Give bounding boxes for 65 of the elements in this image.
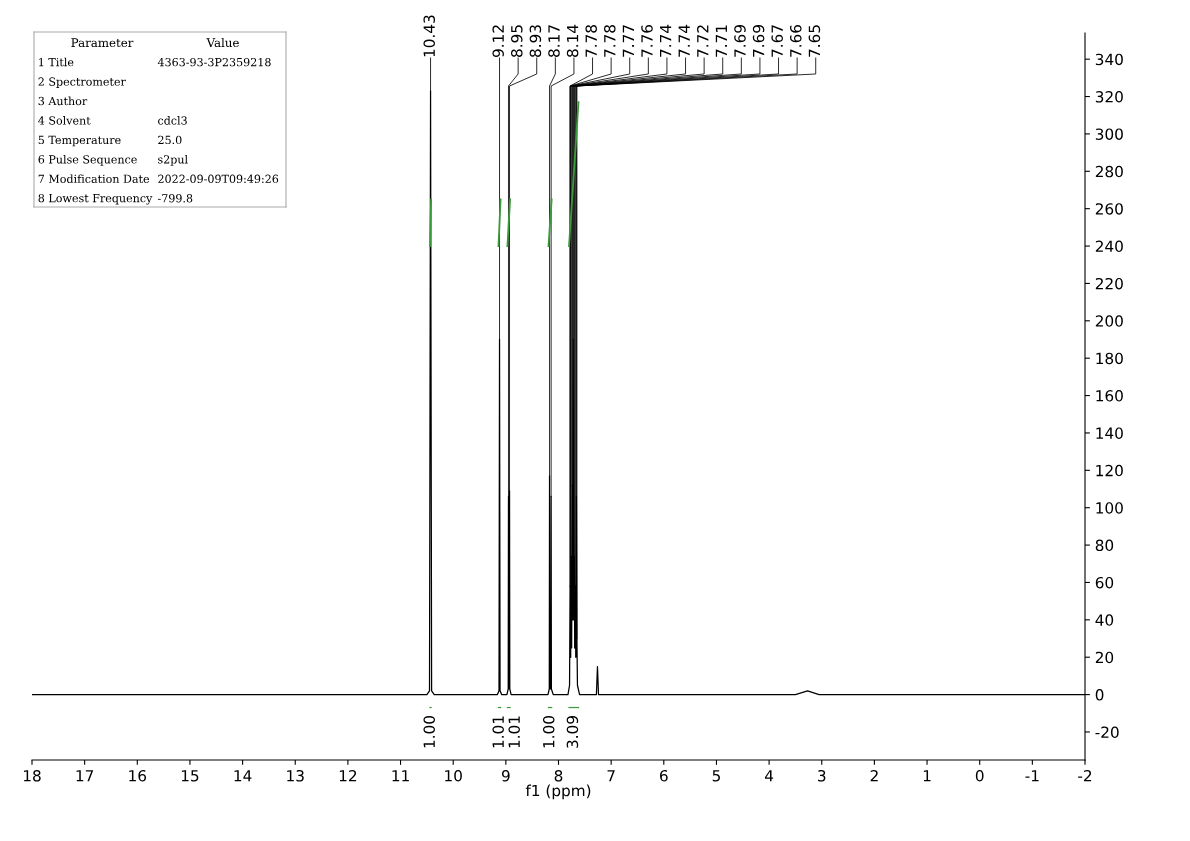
x-tick-label: -2 (1078, 769, 1092, 782)
y-tick-label: 280 (1095, 165, 1123, 178)
x-tick-label: 2 (870, 769, 878, 782)
x-tick-label: 10 (445, 769, 462, 782)
x-tick-label: 0 (975, 769, 984, 782)
annotation: 7.78 (585, 25, 597, 57)
x-tick-label: 11 (392, 770, 409, 782)
y-tick-label: 0 (1095, 689, 1104, 701)
x-tick-label: 1 (923, 770, 931, 782)
x-tick-label: 17 (76, 770, 94, 782)
x-tick-label: 18 (23, 769, 41, 782)
x-tick-label: 5 (712, 770, 720, 782)
annotation: 1.00 (423, 716, 435, 748)
x-tick-label: 13 (287, 769, 304, 782)
annotation: 7.74 (660, 24, 672, 57)
x-tick-label: -1 (1025, 770, 1039, 782)
annotation: 7.78 (604, 25, 616, 57)
y-tick-label: 160 (1096, 390, 1123, 402)
x-axis-title: f1 (ppm) (525, 784, 591, 800)
annotation: 7.74 (678, 24, 690, 57)
y-tick-label: 100 (1096, 502, 1123, 514)
annotation: 8.14 (566, 24, 579, 57)
y-tick-label: 260 (1095, 203, 1123, 215)
annotation: 7.66 (790, 24, 802, 57)
annotation: 9.12 (492, 25, 504, 58)
annotation: 7.71 (715, 25, 727, 57)
annotation: 7.67 (771, 25, 783, 57)
y-tick-label: 20 (1095, 651, 1114, 664)
y-tick-label: 120 (1096, 464, 1123, 477)
y-tick-label: 80 (1095, 539, 1114, 552)
annotation: 7.76 (641, 24, 653, 57)
annotation: 7.77 (622, 25, 634, 57)
annotation: 7.69 (752, 25, 765, 57)
y-tick-label: 140 (1096, 427, 1123, 439)
x-tick-label: 14 (234, 770, 252, 782)
annotation: 8.17 (548, 25, 560, 57)
x-tick-label: 4 (764, 770, 774, 782)
annotation: 8.95 (511, 25, 523, 57)
annotation: 7.65 (808, 25, 821, 57)
annotation: 1.00 (542, 716, 555, 748)
y-tick-label: -20 (1095, 726, 1119, 738)
annotation: 8.93 (529, 25, 542, 57)
y-tick-label: 60 (1095, 576, 1114, 589)
annotation: 10.43 (423, 15, 435, 57)
x-tick-label: 9 (501, 769, 510, 782)
x-tick-label: 16 (129, 769, 147, 782)
y-tick-label: 40 (1095, 614, 1114, 626)
x-tick-label: 12 (339, 769, 357, 782)
y-tick-label: 220 (1095, 277, 1123, 290)
y-tick-label: 320 (1095, 91, 1123, 103)
y-tick-label: 340 (1095, 53, 1123, 66)
y-tick-label: 180 (1096, 352, 1123, 365)
annotation: 3.09 (566, 716, 579, 748)
x-tick-label: 3 (818, 769, 826, 782)
annotation: 1.01 (508, 716, 520, 748)
x-tick-label: 7 (607, 770, 615, 782)
annotation: 7.72 (697, 25, 709, 57)
x-tick-label: 6 (660, 769, 668, 782)
x-tick-label: 15 (181, 770, 199, 782)
x-tick-label: 8 (554, 769, 563, 782)
annotation: 1.01 (492, 716, 504, 748)
y-tick-label: 300 (1095, 128, 1123, 140)
y-tick-label: 240 (1095, 240, 1123, 253)
annotation: 7.69 (734, 25, 746, 57)
y-tick-label: 200 (1095, 315, 1123, 327)
